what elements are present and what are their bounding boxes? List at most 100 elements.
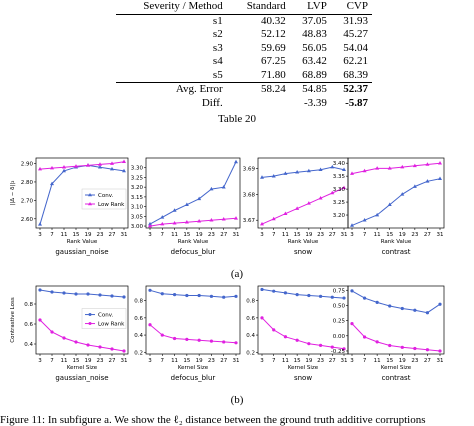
table-row: s4 67.25 63.42 62.21 xyxy=(116,55,372,69)
x-tick-label: 23 xyxy=(208,358,215,364)
y-tick-label: 3.15 xyxy=(131,195,144,201)
data-point xyxy=(350,289,354,293)
data-point xyxy=(209,294,214,298)
data-point xyxy=(260,316,264,320)
data-point xyxy=(172,293,177,297)
data-point xyxy=(330,345,334,349)
data-point xyxy=(221,184,226,189)
data-point xyxy=(172,208,177,212)
subfigure-caption-a: (a) xyxy=(230,268,244,280)
data-point xyxy=(197,196,202,201)
series-line xyxy=(149,289,237,298)
data-point xyxy=(438,349,442,353)
data-point xyxy=(388,343,392,348)
figure-caption: Figure 11: In subfigure a. We show the ℓ… xyxy=(0,414,426,426)
x-tick-label: 31 xyxy=(437,358,444,364)
subplot-title: defocus_blur xyxy=(171,374,216,382)
x-tick-label: 19 xyxy=(85,232,92,238)
data-point xyxy=(222,295,226,299)
table-cell: 48.83 xyxy=(302,28,327,40)
x-axis-label: Rank Value xyxy=(288,239,319,245)
y-tick-label: 3.05 xyxy=(131,214,144,220)
data-point xyxy=(209,339,214,343)
legend-marker xyxy=(88,322,92,326)
data-point xyxy=(74,340,78,344)
data-point xyxy=(172,336,177,341)
table-header-cell: CVP xyxy=(330,0,372,15)
data-point xyxy=(362,218,367,222)
x-tick-label: 31 xyxy=(233,358,240,364)
data-point xyxy=(318,195,323,200)
x-tick-label: 3 xyxy=(38,358,42,364)
y-tick-label: 2.60 xyxy=(21,217,34,223)
data-point xyxy=(295,170,300,174)
data-point xyxy=(110,166,114,171)
x-tick-label: 19 xyxy=(196,232,203,238)
x-tick-label: 19 xyxy=(196,358,203,364)
table-header-cell: Standard xyxy=(230,0,290,15)
data-point xyxy=(425,162,430,166)
y-tick-label: 3.30 xyxy=(131,166,144,172)
table-cell: 59.69 xyxy=(261,41,286,54)
data-point xyxy=(86,343,90,347)
y-tick-label: 3.10 xyxy=(131,205,144,211)
data-point xyxy=(438,302,442,306)
data-point xyxy=(172,220,177,225)
data-point xyxy=(222,340,226,344)
data-point xyxy=(197,218,202,223)
x-tick-label: 23 xyxy=(97,358,104,364)
series-line xyxy=(351,162,441,175)
x-tick-label: 11 xyxy=(282,358,289,364)
y-tick-label: 3.20 xyxy=(131,185,144,191)
y-tick-label: 2.80 xyxy=(21,180,34,186)
data-point xyxy=(375,166,380,170)
data-point xyxy=(412,163,417,168)
x-tick-label: 7 xyxy=(363,232,367,238)
table-cell: Avg. Error xyxy=(116,82,231,97)
y-tick-label: 0.4 xyxy=(246,333,255,339)
data-point xyxy=(438,176,442,181)
data-point xyxy=(271,173,276,178)
data-point xyxy=(425,311,430,315)
plot-frame xyxy=(347,157,445,229)
x-tick-label: 15 xyxy=(386,358,393,364)
x-axis-label: Kernel Size xyxy=(178,365,209,371)
table-cell: 63.42 xyxy=(302,55,327,67)
series-line xyxy=(149,324,237,344)
y-tick-label: 3.68 xyxy=(243,192,256,198)
table-header-cell: LVP xyxy=(289,0,331,15)
x-tick-label: 3 xyxy=(148,232,152,238)
data-point xyxy=(160,333,164,337)
data-point xyxy=(184,202,189,206)
x-tick-label: 27 xyxy=(109,358,116,364)
data-point xyxy=(197,338,201,342)
y-tick-label: 0.2 xyxy=(134,350,143,356)
data-point xyxy=(272,328,276,332)
x-tick-label: 27 xyxy=(329,358,336,364)
data-point xyxy=(185,337,189,341)
subplot-title: gaussian_noise xyxy=(55,374,108,382)
plot-frame xyxy=(145,157,241,229)
x-tick-label: 19 xyxy=(85,358,92,364)
x-tick-label: 11 xyxy=(374,232,381,238)
series-line xyxy=(39,161,125,170)
table-cell: 62.21 xyxy=(343,55,368,67)
series-line xyxy=(149,217,237,227)
table-header-cell: Severity / Method xyxy=(116,0,231,15)
data-point xyxy=(50,165,54,170)
data-point xyxy=(318,167,323,171)
table-cell: 56.05 xyxy=(302,41,327,54)
x-tick-label: 15 xyxy=(294,358,301,364)
y-axis-label: ||Δ − δ||₂ xyxy=(10,181,16,206)
data-point xyxy=(350,322,354,326)
data-point xyxy=(306,168,311,173)
x-tick-label: 27 xyxy=(329,232,336,238)
series-line xyxy=(261,187,345,225)
table-row-average: Avg. Error 58.24 54.85 52.37 xyxy=(116,82,372,97)
x-tick-label: 3 xyxy=(38,232,42,238)
data-point xyxy=(110,161,114,165)
data-point xyxy=(330,190,335,195)
table-cell: 40.32 xyxy=(261,14,286,27)
series-line xyxy=(351,178,441,226)
x-axis-label: Kernel Size xyxy=(381,365,412,371)
